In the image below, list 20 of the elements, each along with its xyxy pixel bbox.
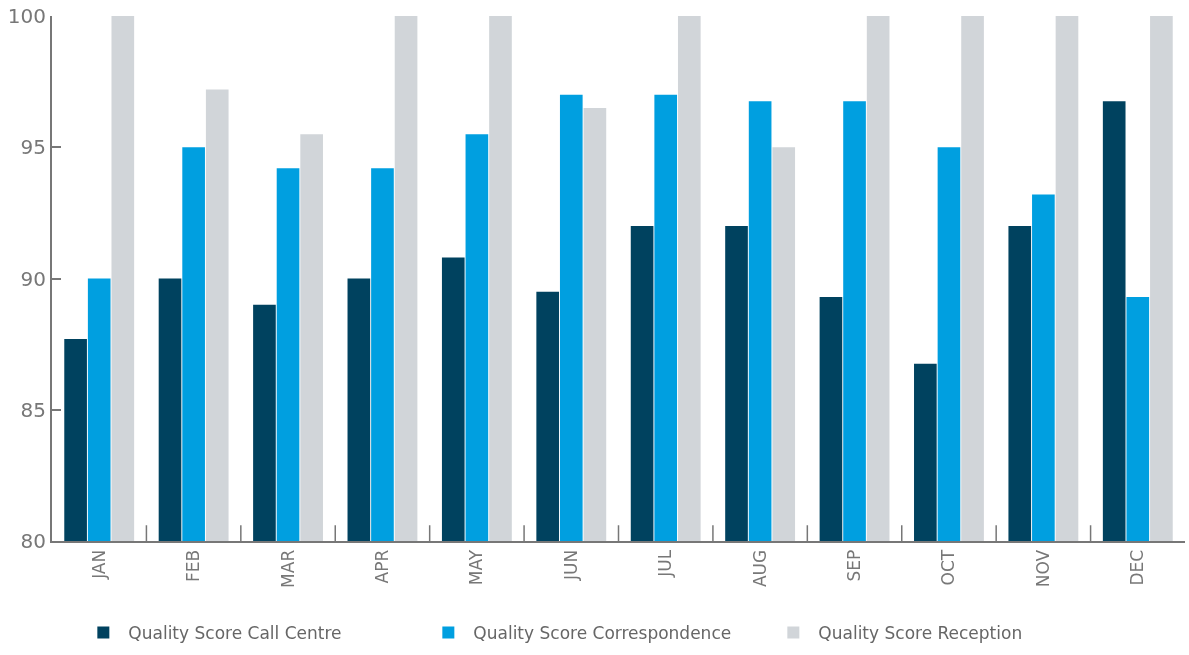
legend-label: Quality Score Reception	[818, 623, 1023, 644]
x-tick-label: AUG	[749, 549, 770, 588]
y-tick-label: 95	[20, 135, 46, 160]
x-tick-label: FEB	[183, 549, 204, 582]
y-tick-label: 85	[20, 397, 46, 422]
x-tick-label: DEC	[1127, 549, 1148, 586]
x-tick-label: MAR	[277, 549, 298, 588]
legend-label: Quality Score Call Centre	[128, 623, 342, 644]
legend-label: Quality Score Correspondence	[473, 623, 732, 644]
x-tick-label: JUL	[655, 549, 676, 578]
x-tick-label: OCT	[938, 549, 959, 586]
x-tick-label: JUN	[560, 549, 581, 581]
x-tick-label: NOV	[1032, 549, 1053, 588]
x-tick-label: JAN	[88, 549, 109, 580]
y-tick-label: 80	[20, 529, 46, 553]
y-tick-label: 90	[20, 266, 46, 291]
x-tick-label: MAY	[466, 549, 487, 586]
x-tick-label: SEP	[844, 549, 865, 582]
y-tick-label: 100	[7, 4, 46, 28]
x-tick-label: APR	[371, 549, 392, 584]
